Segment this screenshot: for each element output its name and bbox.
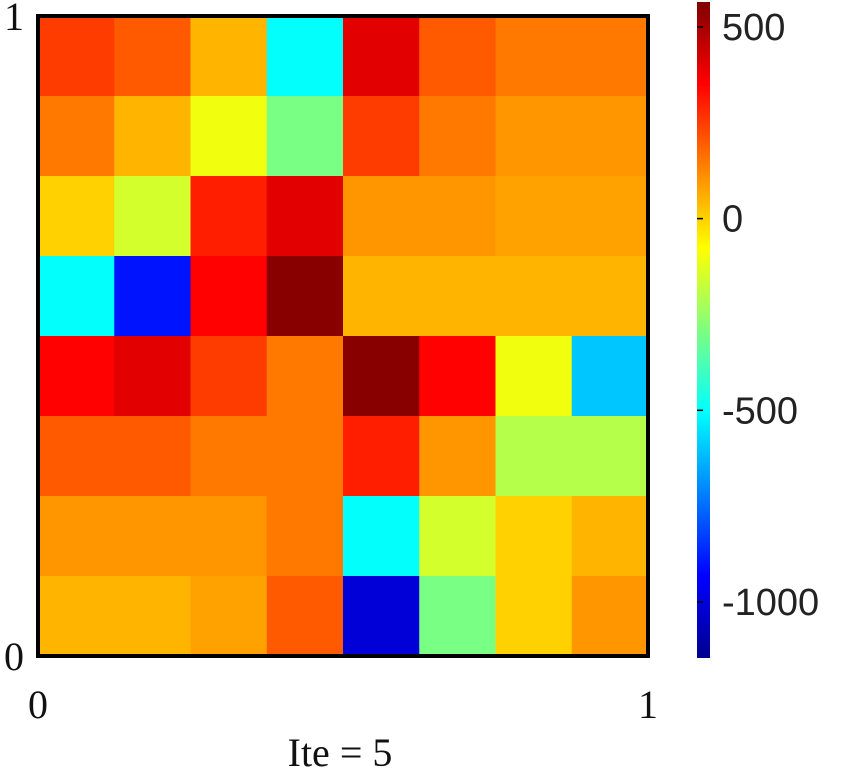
heatmap-cell xyxy=(38,416,115,497)
heatmap-cell xyxy=(114,16,191,97)
heatmap-cell xyxy=(495,336,573,417)
heatmap-cell xyxy=(114,496,191,577)
heatmap-cell xyxy=(266,16,344,97)
axes-frame xyxy=(36,14,650,658)
heatmap-cell xyxy=(38,256,115,337)
heatmap-cell xyxy=(343,96,420,177)
heatmap-cell xyxy=(495,16,573,97)
heatmap-cell xyxy=(114,416,191,497)
x-tick-label: 1 xyxy=(638,682,658,727)
colorbar-tick-label: 500 xyxy=(722,7,785,49)
heatmap-cell xyxy=(419,16,496,97)
heatmap-cell xyxy=(343,496,420,577)
x-tick-label: 0 xyxy=(28,682,48,727)
heatmap-cell xyxy=(190,496,268,577)
heatmap-cell xyxy=(343,256,420,337)
y-tick-label: 0 xyxy=(4,634,24,679)
heatmap-cell xyxy=(419,176,496,257)
heatmap-cell xyxy=(419,416,496,497)
heatmap-cell xyxy=(266,576,344,657)
heatmap-cell xyxy=(114,576,191,657)
heatmap-cell xyxy=(495,96,573,177)
heatmap-cell xyxy=(419,336,496,417)
heatmap-cell xyxy=(38,16,115,97)
heatmap-cell xyxy=(190,256,268,337)
heatmap-cell xyxy=(495,256,573,337)
heatmap-cell xyxy=(495,576,573,657)
heatmap-cell xyxy=(343,176,420,257)
heatmap-cell xyxy=(190,336,268,417)
heatmap-cell xyxy=(190,16,268,97)
heatmap-cell xyxy=(114,256,191,337)
heatmap-cell xyxy=(38,336,115,417)
heatmap-cell xyxy=(343,416,420,497)
heatmap-cell xyxy=(571,16,649,97)
heatmap-cell xyxy=(190,416,268,497)
heatmap-cell xyxy=(266,176,344,257)
heatmap-cell xyxy=(419,496,496,577)
heatmap-cell xyxy=(266,416,344,497)
heatmap-cell xyxy=(495,416,573,497)
heatmap-cell xyxy=(419,96,496,177)
heatmap-cell xyxy=(571,416,649,497)
heatmap-cell xyxy=(266,96,344,177)
heatmap-cell xyxy=(495,496,573,577)
heatmap-cell xyxy=(190,176,268,257)
colorbar-tick-label: -500 xyxy=(722,390,798,432)
heatmap-cell xyxy=(114,336,191,417)
heatmap-cell xyxy=(266,256,344,337)
heatmap-cell xyxy=(571,96,649,177)
y-tick-label: 1 xyxy=(4,0,24,39)
heatmap-cell xyxy=(571,176,649,257)
heatmap-cell xyxy=(571,336,649,417)
heatmap-cell xyxy=(114,96,191,177)
x-axis-label: Ite = 5 xyxy=(288,730,393,775)
colorbar-tick-label: 0 xyxy=(722,199,743,241)
heatmap-cell xyxy=(190,576,268,657)
heatmap-cell xyxy=(495,176,573,257)
colorbar xyxy=(697,2,710,658)
colorbar-tick-label: -1000 xyxy=(722,582,819,624)
heatmap-cell xyxy=(343,576,420,657)
heatmap xyxy=(38,16,649,657)
heatmap-cell xyxy=(571,256,649,337)
heatmap-cell xyxy=(419,256,496,337)
heatmap-cell xyxy=(38,96,115,177)
heatmap-cell xyxy=(38,576,115,657)
heatmap-cell xyxy=(419,576,496,657)
heatmap-cell xyxy=(343,16,420,97)
heatmap-cell xyxy=(38,176,115,257)
heatmap-cell xyxy=(571,576,649,657)
heatmap-cell xyxy=(114,176,191,257)
heatmap-cell xyxy=(190,96,268,177)
heatmap-cell xyxy=(266,496,344,577)
heatmap-cell xyxy=(343,336,420,417)
heatmap-cell xyxy=(38,496,115,577)
heatmap-cell xyxy=(571,496,649,577)
heatmap-cell xyxy=(266,336,344,417)
